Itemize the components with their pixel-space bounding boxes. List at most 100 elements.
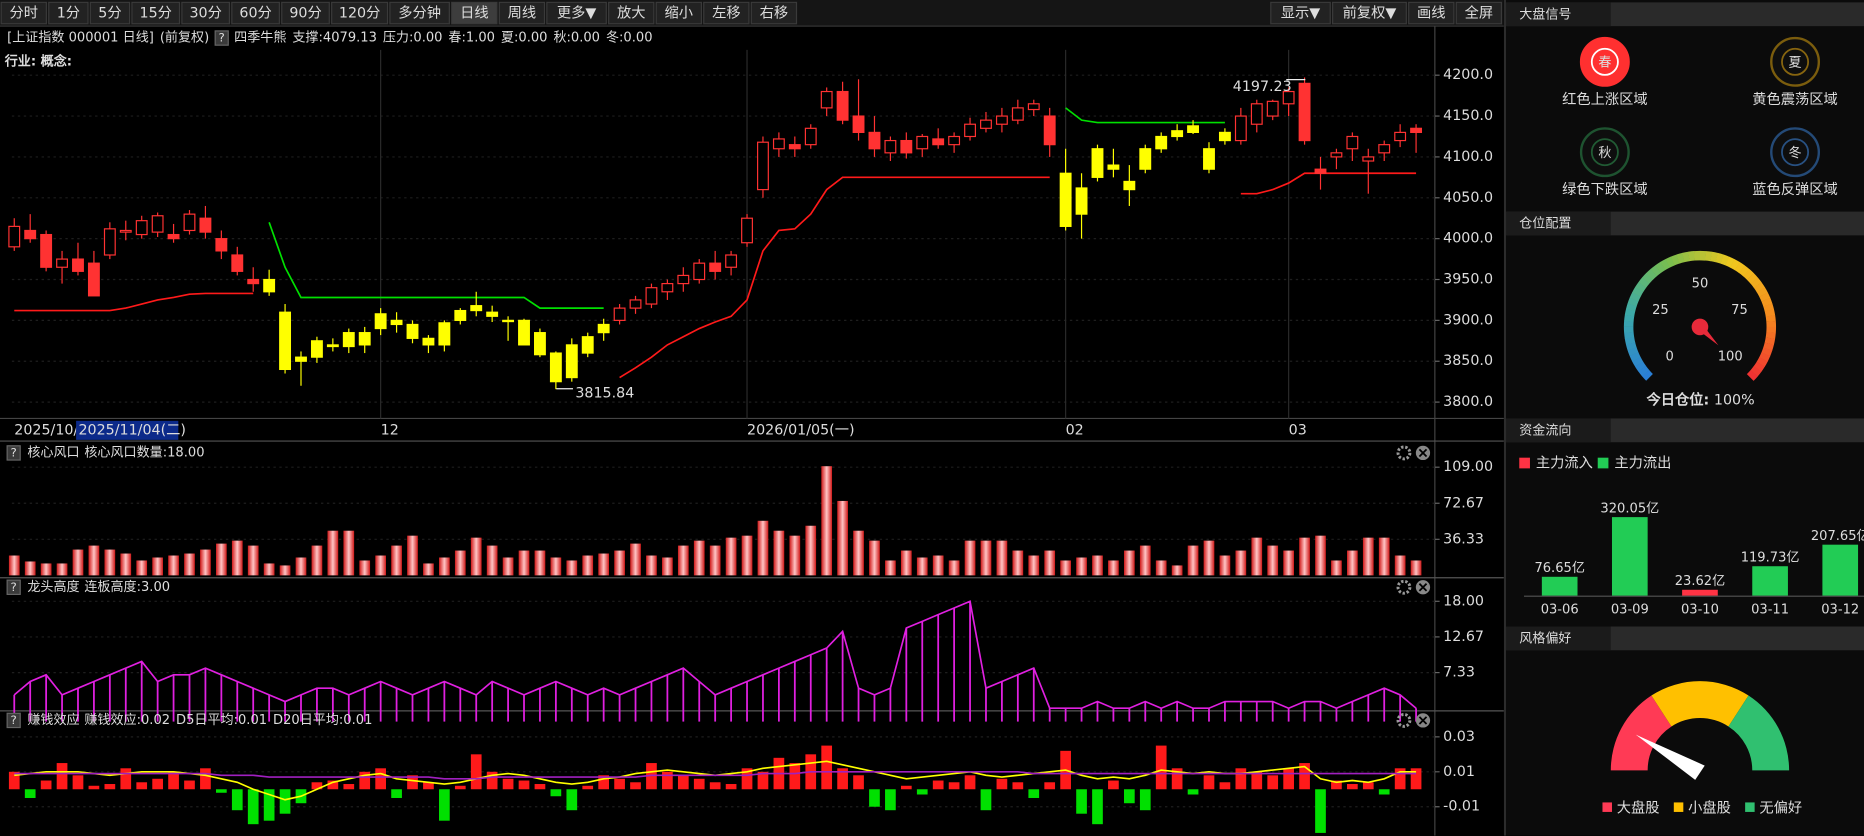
toolbar-button[interactable] bbox=[655, 1, 702, 25]
indicator-bar bbox=[534, 784, 546, 790]
toolbar-button[interactable] bbox=[131, 1, 181, 25]
toolbar-button[interactable] bbox=[1455, 1, 1503, 25]
toolbar-button[interactable] bbox=[1270, 1, 1331, 25]
candle-body bbox=[629, 299, 642, 309]
toolbar-button[interactable] bbox=[389, 1, 450, 25]
toolbar-button[interactable] bbox=[498, 1, 546, 25]
signal-icon-ring bbox=[1579, 36, 1630, 87]
indicator-bar bbox=[72, 775, 84, 790]
toolbar-button[interactable] bbox=[1408, 1, 1455, 25]
candle-body bbox=[964, 123, 976, 138]
indicator-bar bbox=[1028, 789, 1040, 798]
indicator-bar bbox=[200, 768, 211, 790]
gauge-arc bbox=[1650, 265, 1662, 277]
toolbar-button-label: 分时 bbox=[10, 5, 39, 22]
toolbar-button[interactable] bbox=[48, 1, 89, 25]
help-button[interactable] bbox=[214, 30, 229, 46]
close-icon-x[interactable] bbox=[1418, 448, 1428, 458]
toolbar-button-label: 日线 bbox=[460, 5, 489, 22]
panel-subtitle: D5日平均:0.01 bbox=[176, 713, 267, 728]
candle-body bbox=[804, 127, 817, 146]
help-button[interactable] bbox=[6, 712, 21, 729]
indicator-bar bbox=[40, 563, 52, 576]
toolbar-button[interactable] bbox=[703, 1, 750, 25]
candle-body bbox=[565, 344, 578, 379]
toolbar-button[interactable] bbox=[546, 1, 607, 25]
settings-icon[interactable] bbox=[1396, 712, 1412, 728]
toolbar-button[interactable] bbox=[750, 1, 798, 25]
close-icon-x[interactable] bbox=[1418, 716, 1428, 725]
indicator-bar bbox=[821, 745, 833, 790]
flow-date: 03-09 bbox=[1611, 602, 1649, 617]
indicator-bar bbox=[216, 789, 227, 793]
x-tick-label: 2026/01/05(一) bbox=[747, 422, 855, 438]
settings-icon[interactable] bbox=[1396, 445, 1412, 461]
toolbar-button[interactable] bbox=[331, 1, 389, 25]
indicator-bar bbox=[1267, 545, 1279, 576]
indicator-bar bbox=[439, 557, 450, 576]
settings-icon[interactable] bbox=[1396, 579, 1412, 595]
indicator-bar bbox=[741, 768, 753, 790]
candle-body bbox=[916, 135, 929, 150]
candle-body bbox=[1155, 135, 1168, 150]
indicator-bar bbox=[327, 780, 339, 790]
indicator-bar bbox=[757, 520, 769, 576]
y-tick-label: 18.00 bbox=[1443, 593, 1484, 609]
info-text: 秋:0.00 bbox=[553, 31, 600, 46]
indicator-bar bbox=[486, 545, 498, 576]
y-tick-label: 3950.0 bbox=[1443, 272, 1493, 288]
gauge-arc bbox=[1759, 292, 1771, 302]
indicator-bar bbox=[1315, 789, 1326, 833]
indicator-bar bbox=[407, 775, 418, 790]
candle-body bbox=[709, 262, 722, 272]
toolbar-button[interactable] bbox=[1332, 1, 1407, 25]
indicator-bar bbox=[1092, 789, 1103, 825]
info-text: 冬:0.00 bbox=[606, 30, 653, 46]
indicator-bar bbox=[216, 543, 227, 576]
candle-body bbox=[1250, 103, 1263, 125]
toolbar-button[interactable] bbox=[608, 1, 655, 25]
indicator-bar bbox=[837, 768, 848, 790]
gauge-arc bbox=[1624, 308, 1636, 317]
indicator-bar bbox=[1299, 537, 1310, 576]
toolbar-button[interactable] bbox=[89, 1, 131, 25]
candle-body bbox=[1330, 152, 1343, 158]
candle-body bbox=[295, 356, 307, 362]
toolbar-button[interactable] bbox=[231, 1, 280, 25]
y-tick-label: 12.67 bbox=[1443, 629, 1484, 645]
gauge-arc bbox=[1638, 277, 1650, 288]
indicator-bar bbox=[646, 763, 657, 790]
help-button[interactable] bbox=[6, 445, 21, 461]
gauge-arc bbox=[1688, 251, 1696, 262]
toolbar-button-label: 缩小 bbox=[665, 5, 694, 22]
x-tick-label: 03 bbox=[1289, 422, 1307, 438]
indicator-bar bbox=[343, 784, 355, 790]
gauge-arc bbox=[1730, 259, 1740, 271]
toolbar-button-label: 120分 bbox=[339, 5, 380, 22]
candle-body bbox=[1011, 107, 1024, 121]
y-tick-label: 0.03 bbox=[1443, 729, 1475, 745]
toolbar-button[interactable] bbox=[181, 1, 231, 25]
indicator-bar bbox=[1347, 784, 1358, 790]
toolbar-button-label: 60分 bbox=[239, 5, 271, 22]
gauge-arc bbox=[1761, 297, 1773, 307]
candle-body bbox=[757, 141, 769, 191]
gauge-arc bbox=[1629, 292, 1641, 302]
gauge-arc bbox=[1655, 261, 1666, 274]
gauge-arc bbox=[1725, 256, 1735, 268]
toolbar-button[interactable] bbox=[451, 1, 498, 25]
indicator-bar bbox=[231, 540, 243, 576]
indicator-bar bbox=[853, 775, 864, 790]
toolbar-button[interactable] bbox=[281, 1, 330, 25]
indicator-bar bbox=[1028, 555, 1040, 576]
toolbar-button[interactable] bbox=[0, 1, 47, 25]
close-icon-x[interactable] bbox=[1418, 583, 1428, 592]
style-gauge-segment bbox=[1610, 695, 1672, 771]
x-tick-label: 2025/10/ bbox=[14, 422, 78, 438]
section-tab bbox=[1506, 418, 1611, 443]
signal-icon-ring bbox=[1770, 127, 1821, 178]
gauge-tick-label: 25 bbox=[1652, 303, 1669, 318]
candle-body bbox=[884, 139, 897, 154]
help-button[interactable] bbox=[6, 579, 21, 595]
candle-body bbox=[406, 323, 419, 339]
